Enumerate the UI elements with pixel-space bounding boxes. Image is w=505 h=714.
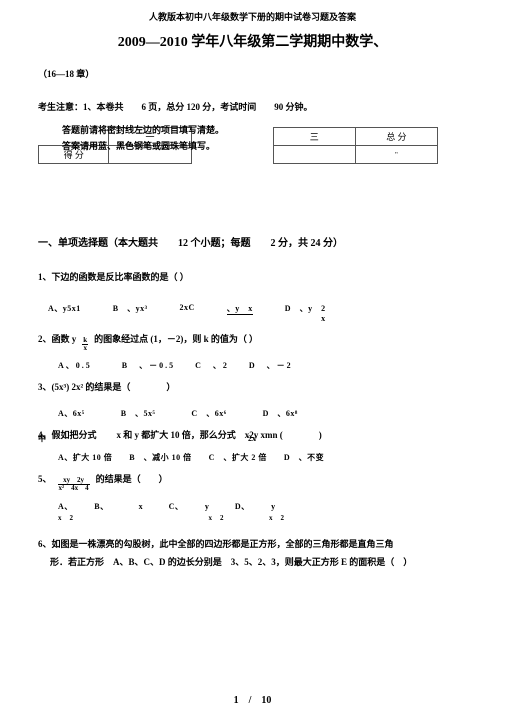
q1-options: A、y5x1 B 、yx³ 2xC 、y x D 、y 2 x <box>48 303 467 323</box>
opt-bc: 2xC <box>180 303 195 312</box>
notice-line-2: 答题前请将密封线左边的项目填写清楚。 <box>62 123 224 136</box>
question-1: 1、下边的函数是反比率函数的是（ ） <box>38 271 467 285</box>
opt-c: 、y x <box>227 303 253 315</box>
doc-title: 2009—2010 学年八年级第二学期期中数学、 <box>38 31 467 51</box>
opt-a: A、6x⁵ <box>58 408 85 419</box>
doc-header: 人教版本初中八年级数学下册的期中试卷习题及答案 <box>38 10 467 23</box>
opt-d: D 、6x⁸ <box>263 408 298 419</box>
notice-line-3: 答案请用蓝、黑色钢笔或圆珠笔填写。 <box>62 139 215 152</box>
opt-b: B 、yx³ <box>113 303 148 314</box>
opt-d: D 、y 2 x <box>285 303 326 323</box>
chapter-range: （16—18 章） <box>38 67 467 80</box>
question-2: 2、函数 y k x 的图象经过点 (1，－2)，则 k 的值为（ ） <box>38 333 467 352</box>
question-6: 6、如图是一株漂亮的勾股树，此中全部的四边形都是正方形，全部的三角形都是直角三角… <box>38 535 467 571</box>
q2-options: A、0.5 B 、－0.5 C 、2 D 、－2 <box>58 360 467 371</box>
header-cell: 总 分 <box>355 128 437 146</box>
q4-sub: 中 2x <box>38 433 467 444</box>
opt-a: A、y5x1 <box>48 303 81 314</box>
q4-options: A、扩大 10 倍 B 、减小 10 倍 C 、扩大 2 倍 D 、不变 <box>58 452 467 463</box>
q3-options: A、6x⁵ B 、5x⁵ C 、6x⁶ D 、6x⁸ <box>58 408 467 419</box>
header-cell: 三 <box>273 128 355 146</box>
notice-line-1: 考生注意：1、本卷共 6 页，总分 120 分，考试时间 90 分钟。 <box>38 100 467 113</box>
question-3: 3、(5x³) 2x² 的结果是（ ） <box>38 381 467 395</box>
section-1-title: 一、单项选择题（本大题共 12 个小题；每题 2 分，共 24 分） <box>38 234 467 249</box>
question-5: 5、 xy 2y x² 4x 4 的结果是（ ） <box>38 473 467 492</box>
q5-options: A、 B、 x C、 y D、 y x 2 x 2 x 2 <box>58 500 467 525</box>
page-number: 1 / 10 <box>0 691 505 706</box>
opt-c: C 、6x⁶ <box>191 408 226 419</box>
opt-b: B 、5x⁵ <box>121 408 156 419</box>
